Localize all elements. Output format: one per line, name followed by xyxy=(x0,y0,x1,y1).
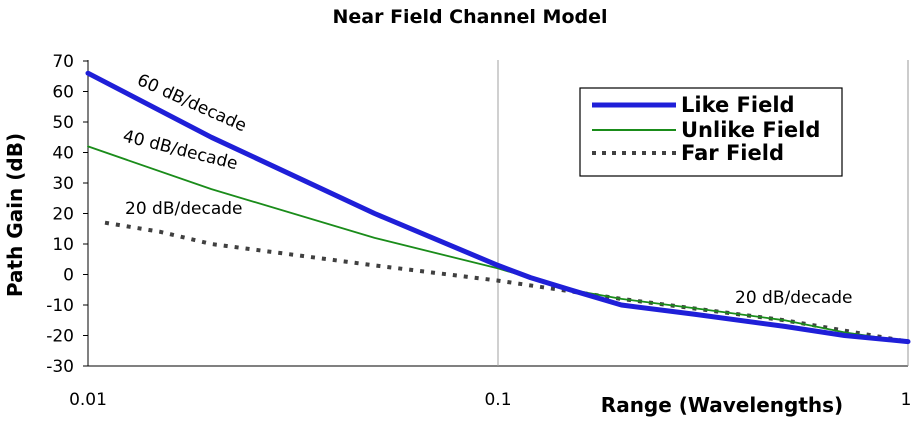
legend-label-like-field: Like Field xyxy=(681,93,795,117)
y-tick-label: 70 xyxy=(52,52,74,72)
y-ticks: 70 60 50 40 30 20 10 0 -10 -20 -30 xyxy=(46,52,88,377)
series-line-like-field xyxy=(85,70,911,345)
series-line-unlike-field xyxy=(87,145,909,343)
x-tick-label: 1 xyxy=(901,390,912,410)
y-tick-label: -20 xyxy=(46,327,74,347)
x-tick-label: 0.01 xyxy=(69,390,107,410)
annotation-40db: 40 dB/decade xyxy=(121,126,240,174)
annotation-20db-left: 20 dB/decade xyxy=(125,199,242,219)
x-axis-label: Range (Wavelengths) xyxy=(601,393,843,417)
annotation-20db-right: 20 dB/decade xyxy=(735,288,852,308)
y-tick-label: 50 xyxy=(52,113,74,133)
x-tick-label: 0.1 xyxy=(484,390,511,410)
legend-label-far-field: Far Field xyxy=(681,141,784,165)
y-tick-label: -30 xyxy=(46,357,74,377)
y-tick-label: 60 xyxy=(52,83,74,103)
y-tick-label: 0 xyxy=(63,266,74,286)
y-tick-label: 20 xyxy=(52,205,74,225)
y-tick-label: 10 xyxy=(52,235,74,255)
y-tick-label: 40 xyxy=(52,144,74,164)
x-ticks: 0.01 0.1 1 xyxy=(69,390,911,410)
legend-label-unlike-field: Unlike Field xyxy=(681,118,820,142)
legend: Like Field Unlike Field Far Field xyxy=(579,87,843,177)
y-tick-label: -10 xyxy=(46,296,74,316)
chart-title: Near Field Channel Model xyxy=(332,6,607,28)
series-layer xyxy=(85,70,911,345)
y-tick-label: 30 xyxy=(52,174,74,194)
series-line-far-field xyxy=(104,220,909,344)
y-axis-label: Path Gain (dB) xyxy=(3,133,27,297)
